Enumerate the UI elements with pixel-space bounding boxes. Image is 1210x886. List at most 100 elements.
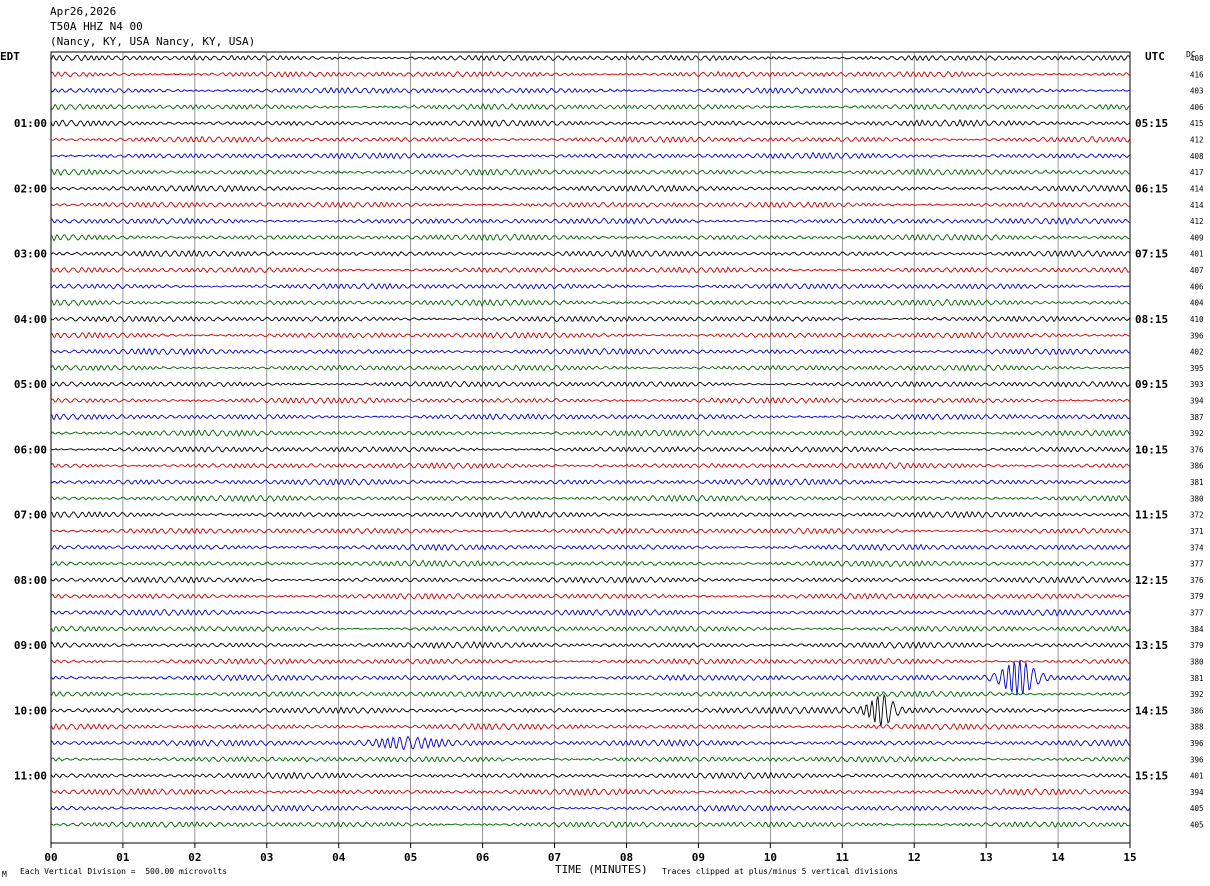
dc-offset-label: 381 — [1190, 478, 1204, 487]
dc-offset-label: 384 — [1190, 625, 1204, 634]
trace-row-28 — [50, 510, 1131, 519]
dc-offset-label: 394 — [1190, 396, 1204, 405]
trace-row-13 — [50, 266, 1131, 274]
dc-offset-label: 379 — [1190, 641, 1204, 650]
trace-row-37 — [50, 657, 1130, 665]
dc-offset-label: 401 — [1190, 772, 1204, 781]
left-hour-label: 03:00 — [14, 248, 47, 261]
dc-offset-label: 377 — [1190, 560, 1204, 569]
dc-offset-label: 404 — [1190, 299, 1204, 308]
trace-row-21 — [50, 396, 1131, 405]
plot-frame — [50, 51, 1131, 844]
trace-row-26 — [50, 478, 1131, 486]
dc-offset-label: 376 — [1190, 576, 1204, 585]
dc-offset-label: 381 — [1190, 674, 1204, 683]
left-hour-label: 08:00 — [14, 574, 47, 587]
dc-offset-label: 387 — [1190, 413, 1204, 422]
trace-row-47 — [50, 820, 1131, 829]
left-hour-label: 07:00 — [14, 509, 47, 522]
x-tick-label: 03 — [260, 851, 273, 864]
trace-row-18 — [50, 347, 1131, 356]
trace-row-46 — [50, 804, 1131, 812]
trace-row-7 — [50, 168, 1131, 177]
dc-offset-label: 405 — [1190, 821, 1204, 830]
trace-row-2 — [50, 86, 1131, 95]
trace-row-45 — [50, 787, 1131, 797]
x-tick-label: 02 — [188, 851, 201, 864]
x-tick-label: 12 — [908, 851, 921, 864]
x-tick-label: 09 — [692, 851, 705, 864]
dc-offset-label: 374 — [1190, 543, 1204, 552]
trace-row-40 — [50, 693, 1131, 727]
trace-row-41 — [50, 722, 1131, 731]
dc-offset-label: 416 — [1190, 70, 1204, 79]
trace-row-19 — [50, 364, 1131, 372]
dc-offset-label: 380 — [1190, 494, 1204, 503]
x-tick-label: 01 — [116, 851, 130, 864]
trace-row-30 — [50, 543, 1131, 552]
right-hour-label: 10:15 — [1135, 443, 1168, 456]
left-hour-label: 11:00 — [14, 770, 47, 783]
dc-offset-label: 407 — [1190, 266, 1204, 275]
trace-row-1 — [50, 70, 1131, 78]
trace-row-12 — [50, 249, 1131, 258]
right-hour-label: 14:15 — [1135, 704, 1168, 717]
trace-row-25 — [50, 462, 1131, 470]
location-label: (Nancy, KY, USA Nancy, KY, USA) — [50, 35, 256, 48]
x-tick-label: 08 — [620, 851, 633, 864]
x-axis-title: TIME (MINUTES) — [555, 863, 648, 876]
x-tick-label: 10 — [764, 851, 777, 864]
dc-offset-label: 395 — [1190, 364, 1204, 373]
left-timezone-label: EDT — [0, 50, 20, 63]
x-tick-label: 15 — [1123, 851, 1136, 864]
dc-offset-label: 396 — [1190, 331, 1204, 340]
dc-offset-label: 393 — [1190, 380, 1204, 389]
right-hour-label: 15:15 — [1135, 770, 1168, 783]
dc-offset-label: 388 — [1190, 723, 1204, 732]
left-hour-label: 09:00 — [14, 639, 47, 652]
trace-row-34 — [50, 608, 1131, 617]
right-hour-label: 05:15 — [1135, 117, 1168, 130]
right-hour-label: 12:15 — [1135, 574, 1168, 587]
right-hour-label: 09:15 — [1135, 378, 1168, 391]
dc-offset-label: 410 — [1190, 315, 1204, 324]
left-hour-label: 10:00 — [14, 704, 47, 717]
station-label: T50A HHZ N4 00 — [50, 20, 143, 33]
dc-offset-label: 396 — [1190, 739, 1204, 748]
trace-row-23 — [50, 429, 1131, 438]
x-tick-label: 06 — [476, 851, 490, 864]
x-tick-label: 11 — [836, 851, 850, 864]
trace-row-43 — [50, 755, 1131, 764]
dc-offset-label: 412 — [1190, 136, 1204, 145]
right-hour-label: 06:15 — [1135, 182, 1168, 195]
trace-row-16 — [50, 315, 1131, 323]
corner-mark: M — [2, 870, 7, 879]
dc-offset-label: 371 — [1190, 527, 1204, 536]
dc-offset-label: 417 — [1190, 168, 1204, 177]
dc-offset-label: 386 — [1190, 706, 1204, 715]
x-tick-label: 13 — [980, 851, 993, 864]
dc-offset-label: 394 — [1190, 788, 1204, 797]
dc-offset-label: 376 — [1190, 445, 1204, 454]
trace-row-3 — [50, 103, 1131, 111]
dc-offset-label: 396 — [1190, 755, 1204, 764]
dc-offset-label: 380 — [1190, 657, 1204, 666]
trace-row-22 — [50, 413, 1131, 421]
dc-offset-label: 414 — [1190, 184, 1204, 193]
x-tick-label: 00 — [44, 851, 57, 864]
dc-offset-label: 403 — [1190, 87, 1204, 96]
right-hour-label: 13:15 — [1135, 639, 1168, 652]
left-hour-label: 01:00 — [14, 117, 47, 130]
x-tick-label: 14 — [1051, 851, 1065, 864]
dc-offset-label: 379 — [1190, 592, 1204, 601]
trace-row-35 — [50, 625, 1131, 633]
dc-offset-label: 406 — [1190, 282, 1204, 291]
trace-row-6 — [50, 151, 1131, 160]
trace-row-39 — [50, 690, 1131, 698]
dc-offset-label: 392 — [1190, 690, 1204, 699]
trace-row-29 — [50, 527, 1131, 535]
dc-offset-label: 408 — [1190, 54, 1204, 63]
trace-row-0 — [50, 54, 1131, 62]
dc-offset-label: 412 — [1190, 217, 1204, 226]
